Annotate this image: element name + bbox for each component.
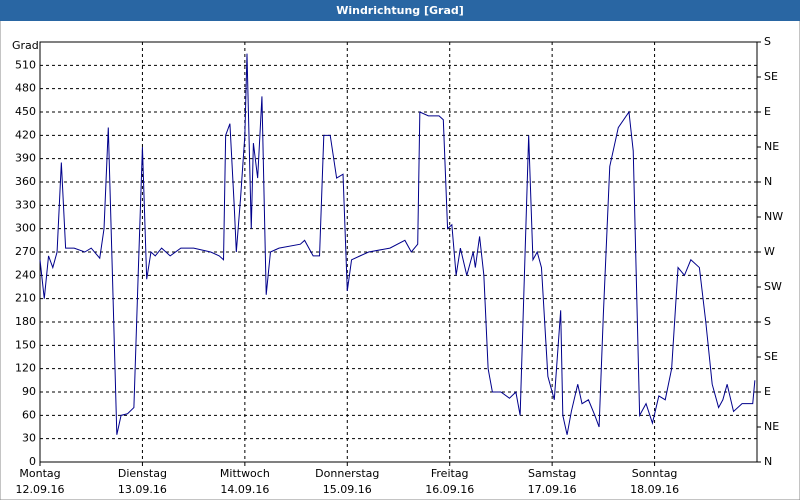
y-tick-label: 390 [15,152,36,165]
y2-tick-label: E [764,385,771,398]
y-tick-label: 480 [15,82,36,95]
y-tick-label: 90 [22,385,36,398]
y2-tick-label: E [764,105,771,118]
x-tick-label: Dienstag [118,467,167,480]
x-tick-label: Freitag [431,467,469,480]
y-tick-label: 270 [15,245,36,258]
x-tick-date: 15.09.16 [323,483,372,496]
y2-tick-label: NW [764,210,783,223]
x-tick-label: Sonntag [632,467,678,480]
y2-tick-label: S [764,35,771,48]
x-tick-date: 14.09.16 [220,483,269,496]
y-tick-label: 300 [15,222,36,235]
y-tick-label: 360 [15,175,36,188]
y2-tick-label: SW [764,280,782,293]
y2-tick-label: N [764,455,772,468]
title-bar [0,0,800,21]
y-tick-label: 330 [15,198,36,211]
y-tick-label: 180 [15,315,36,328]
x-tick-date: 16.09.16 [425,483,474,496]
x-tick-label: Donnerstag [315,467,379,480]
x-tick-label: Mittwoch [220,467,270,480]
x-tick-date: 18.09.16 [630,483,679,496]
y2-tick-label: S [764,315,771,328]
y-tick-label: 450 [15,105,36,118]
y-tick-label: 0 [29,455,36,468]
y-tick-label: 120 [15,362,36,375]
y2-tick-label: N [764,175,772,188]
data-line [39,53,756,435]
x-tick-label: Samstag [528,467,576,480]
y-tick-label: 510 [15,58,36,71]
y2-tick-label: NE [764,140,779,153]
y-tick-label: 210 [15,292,36,305]
y-axis-label: Grad [12,39,39,52]
x-tick-date: 17.09.16 [528,483,577,496]
x-tick-date: 13.09.16 [118,483,167,496]
y-tick-label: 240 [15,268,36,281]
y-tick-label: 30 [22,432,36,445]
x-tick-label: Montag [19,467,60,480]
chart-title: Windrichtung [Grad] [336,4,464,17]
x-tick-date: 12.09.16 [16,483,65,496]
y-tick-label: 150 [15,338,36,351]
y-tick-label: 420 [15,128,36,141]
y2-tick-label: SE [764,350,778,363]
y2-tick-label: NE [764,420,779,433]
y2-tick-label: W [764,245,775,258]
y-tick-label: 60 [22,408,36,421]
y2-tick-label: SE [764,70,778,83]
